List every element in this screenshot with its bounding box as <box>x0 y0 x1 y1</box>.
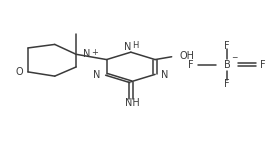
Text: F: F <box>260 60 266 70</box>
Text: F: F <box>224 41 230 51</box>
Text: F: F <box>188 60 194 70</box>
Text: NH: NH <box>125 98 140 108</box>
Text: N: N <box>161 70 168 80</box>
Text: F: F <box>224 79 230 89</box>
Text: B: B <box>223 60 230 70</box>
Text: O: O <box>15 67 23 77</box>
Text: N: N <box>124 42 132 52</box>
Text: OH: OH <box>179 51 194 61</box>
Text: +: + <box>91 48 98 57</box>
Text: N: N <box>93 70 101 80</box>
Text: N: N <box>83 49 90 59</box>
Text: −: − <box>231 54 238 63</box>
Text: H: H <box>132 41 138 50</box>
